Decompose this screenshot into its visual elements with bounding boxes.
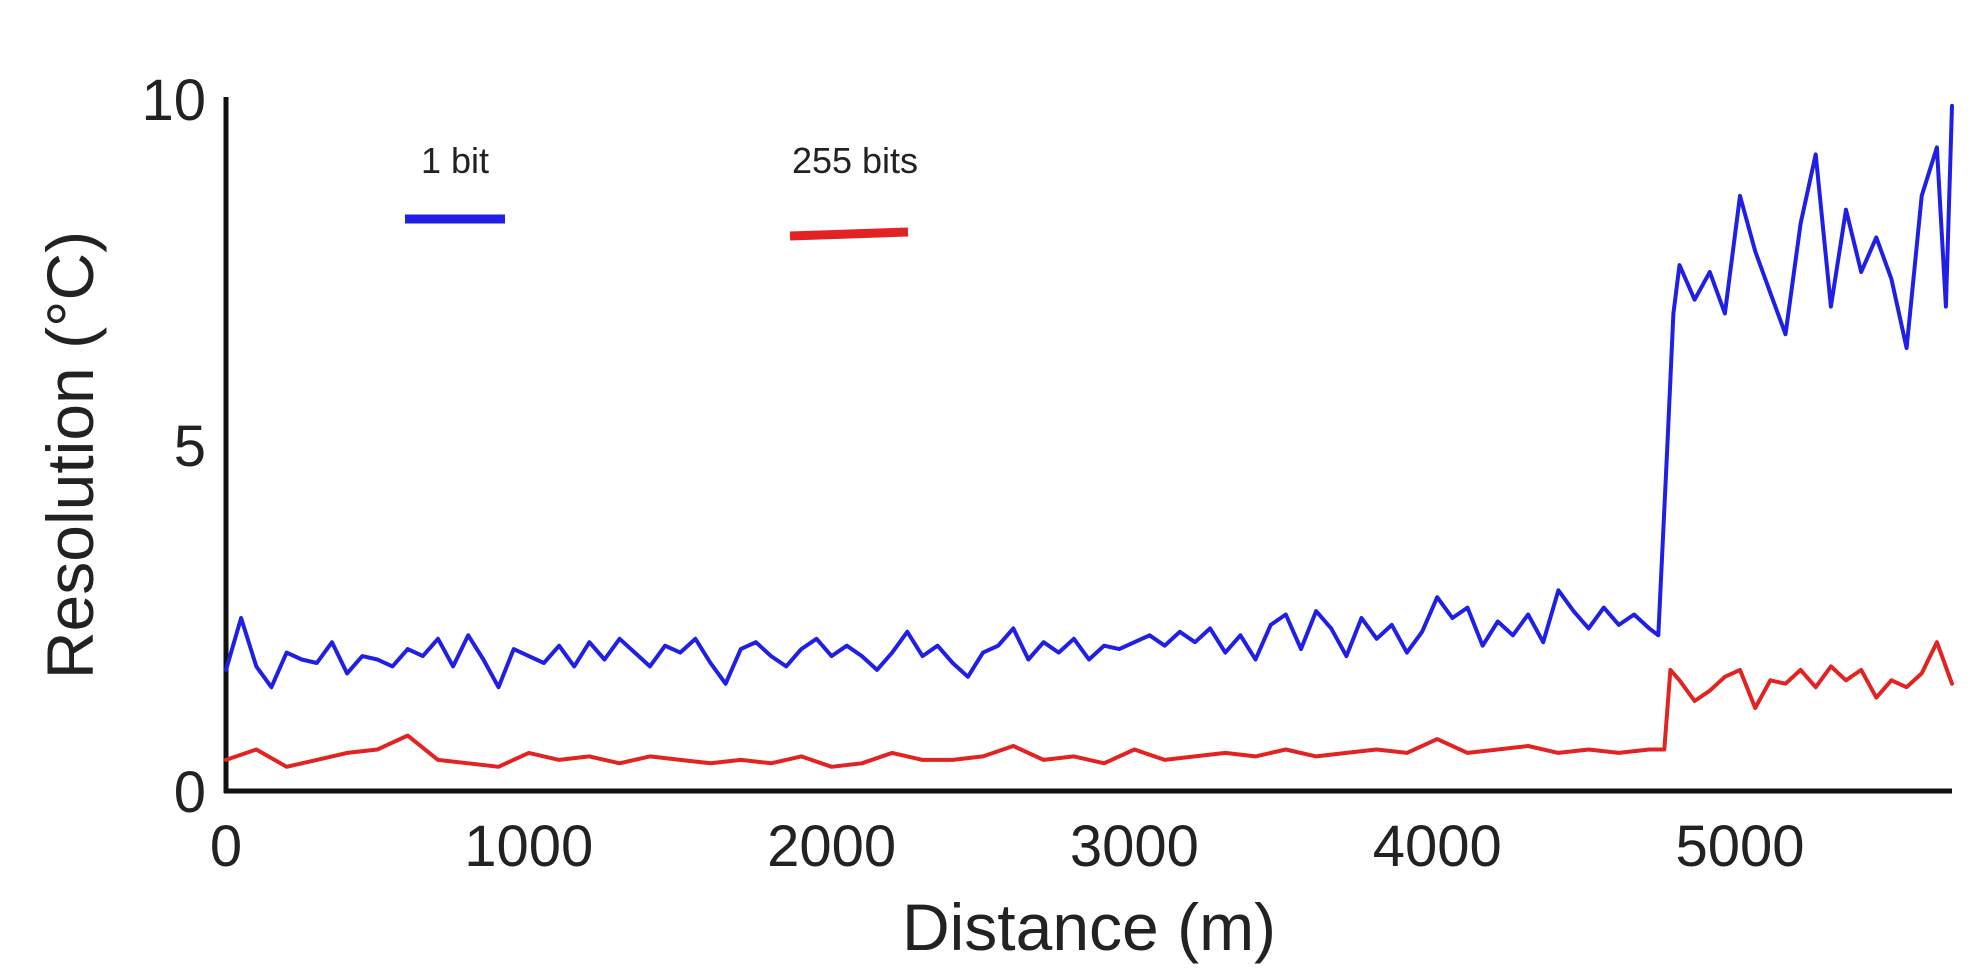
x-tick-label: 0 — [210, 814, 242, 879]
series-line-one-bit — [224, 103, 1954, 690]
y-tick-label: 10 — [141, 68, 206, 133]
series-layer — [224, 103, 1954, 769]
x-tick-label: 2000 — [767, 814, 896, 879]
axes — [223, 97, 1952, 794]
x-tick-labels: 0 1000 2000 3000 4000 5000 — [210, 814, 1805, 879]
legend-label: 255 bits — [792, 140, 918, 181]
legend-swatch — [789, 227, 909, 241]
legend: 1 bit 255 bits — [405, 140, 918, 241]
x-tick-label: 4000 — [1373, 814, 1502, 879]
x-tick-label: 1000 — [464, 814, 593, 879]
series-line-two-fifty-five-bits — [224, 640, 1954, 769]
x-axis-title: Distance (m) — [902, 890, 1276, 964]
y-tick-labels: 0 5 10 — [141, 68, 206, 825]
x-tick-label: 5000 — [1676, 814, 1805, 879]
y-tick-label: 0 — [174, 760, 206, 825]
legend-label: 1 bit — [421, 140, 489, 181]
y-axis-title: Resolution (°C) — [33, 231, 107, 679]
y-tick-label: 5 — [174, 414, 206, 479]
x-tick-label: 3000 — [1070, 814, 1199, 879]
